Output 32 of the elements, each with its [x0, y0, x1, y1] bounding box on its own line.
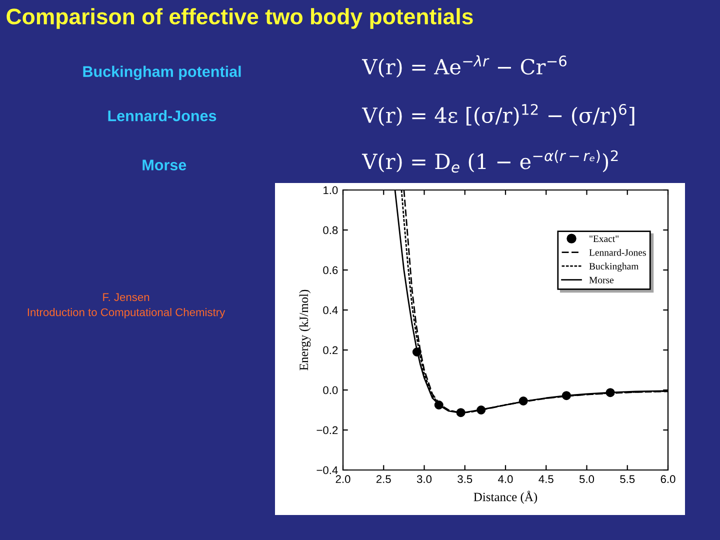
legend-label: Buckingham [589, 262, 639, 272]
text: V(r) = D$_{e}$ (1 − e$^{−α(r−rₑ)}$)$^{2}$ [362, 150, 618, 173]
x-tick-label: 3.0 [416, 475, 432, 484]
y-tick-label: 0.4 [323, 306, 338, 314]
text: Buckingham potential [83, 66, 241, 80]
y-tick-label: 0.2 [323, 346, 338, 354]
x-tick-label: 3.5 [458, 475, 472, 484]
x-tick-label: 6.0 [660, 475, 676, 484]
x-tick-label: 2.0 [336, 475, 350, 484]
y-tick-label: 0.6 [323, 266, 338, 274]
y-tick-label: −0.2 [316, 426, 338, 434]
x-tick-label: 5.0 [579, 475, 594, 484]
y-tick-label: −0.4 [316, 466, 338, 474]
text: V(r) = 4ε [(σ/r)$^{12}$ − (σ/r)$^{6}$] [362, 104, 634, 126]
x-tick-label: 4.5 [538, 475, 554, 484]
y-axis-title: Energy (kJ/mol) [299, 290, 311, 370]
y-tick-label: 0.0 [323, 386, 338, 394]
x-axis-title: Distance (Å) [474, 490, 538, 504]
text: Introduction to Computational Chemistry [28, 308, 226, 318]
legend-label: Morse [589, 276, 614, 284]
x-tick-label: 2.5 [376, 475, 391, 484]
y-tick-label: 1.0 [324, 186, 338, 194]
legend-label: "Exact" [590, 236, 618, 242]
text: V(r) = Ae$^{−λr}$ − Cr$^{−6}$ [362, 55, 566, 78]
chart-title: Comparison of effective two body potentials [6, 8, 473, 29]
legend-label: Lennard-Jones [589, 248, 646, 256]
text: Morse [142, 160, 186, 170]
y-tick-label: 0.8 [323, 226, 338, 234]
text: Lennard-Jones [108, 110, 216, 122]
x-tick-label: 5.5 [620, 475, 635, 484]
text: F. Jensen [103, 293, 150, 302]
x-tick-label: 4.0 [498, 475, 513, 484]
